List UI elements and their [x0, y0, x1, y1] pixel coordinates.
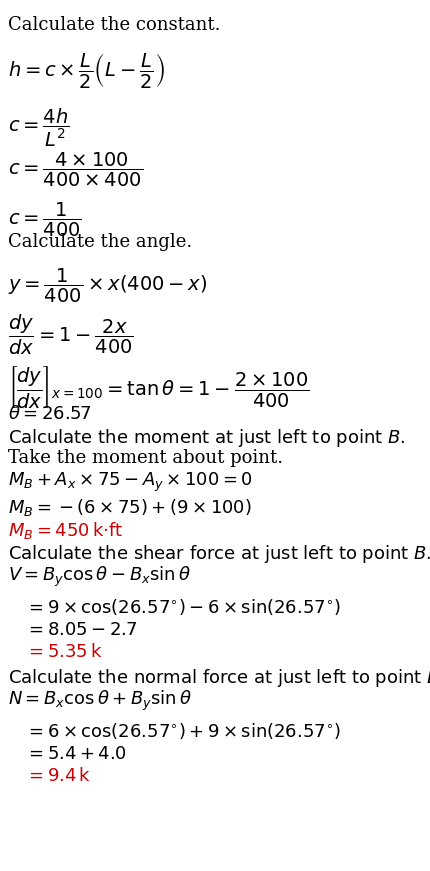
Text: $= 8.05 - 2.7$: $= 8.05 - 2.7$ [25, 621, 137, 639]
Text: $c = \dfrac{4 \times 100}{400 \times 400}$: $c = \dfrac{4 \times 100}{400 \times 400… [8, 151, 143, 189]
Text: $c = \dfrac{4h}{L^2}$: $c = \dfrac{4h}{L^2}$ [8, 106, 69, 149]
Text: Calculate the angle.: Calculate the angle. [8, 233, 192, 251]
Text: $\left[\dfrac{dy}{dx}\right]_{x=100} = \tan\theta = 1 - \dfrac{2 \times 100}{400: $\left[\dfrac{dy}{dx}\right]_{x=100} = \… [8, 364, 310, 410]
Text: $h = c \times \dfrac{L}{2}\left(L - \dfrac{L}{2}\right)$: $h = c \times \dfrac{L}{2}\left(L - \dfr… [8, 51, 165, 90]
Text: $c = \dfrac{1}{400}$: $c = \dfrac{1}{400}$ [8, 201, 82, 239]
Text: Calculate the normal force at just left to point $B$.: Calculate the normal force at just left … [8, 667, 430, 689]
Text: Calculate the moment at just left to point $B$.: Calculate the moment at just left to poi… [8, 427, 405, 449]
Text: $M_B = 450\,\mathrm{k{\cdot}ft}$: $M_B = 450\,\mathrm{k{\cdot}ft}$ [8, 520, 123, 541]
Text: $= 5.4 + 4.0$: $= 5.4 + 4.0$ [25, 745, 127, 763]
Text: $y = \dfrac{1}{400} \times x(400 - x)$: $y = \dfrac{1}{400} \times x(400 - x)$ [8, 267, 207, 305]
Text: $\dfrac{dy}{dx} = 1 - \dfrac{2x}{400}$: $\dfrac{dy}{dx} = 1 - \dfrac{2x}{400}$ [8, 313, 134, 357]
Text: $N = B_x\cos\theta + B_y\sin\theta$: $N = B_x\cos\theta + B_y\sin\theta$ [8, 689, 192, 713]
Text: $= 9 \times \cos(26.57^{\circ}) - 6 \times \sin(26.57^{\circ})$: $= 9 \times \cos(26.57^{\circ}) - 6 \tim… [25, 597, 341, 617]
Text: $= 6 \times \cos(26.57^{\circ}) + 9 \times \sin(26.57^{\circ})$: $= 6 \times \cos(26.57^{\circ}) + 9 \tim… [25, 721, 341, 741]
Text: $M_B = -(6 \times 75) + (9 \times 100)$: $M_B = -(6 \times 75) + (9 \times 100)$ [8, 497, 252, 518]
Text: $= 5.35\,\mathrm{k}$: $= 5.35\,\mathrm{k}$ [25, 643, 102, 661]
Text: $\theta = 26.57$: $\theta = 26.57$ [8, 405, 92, 423]
Text: $V = B_y\cos\theta - B_x\sin\theta$: $V = B_y\cos\theta - B_x\sin\theta$ [8, 565, 191, 589]
Text: Take the moment about point.: Take the moment about point. [8, 449, 283, 467]
Text: Calculate the constant.: Calculate the constant. [8, 16, 221, 34]
Text: $M_B + A_x \times 75 - A_y \times 100 = 0$: $M_B + A_x \times 75 - A_y \times 100 = … [8, 471, 253, 494]
Text: $= 9.4\,\mathrm{k}$: $= 9.4\,\mathrm{k}$ [25, 767, 91, 785]
Text: Calculate the shear force at just left to point $B$.: Calculate the shear force at just left t… [8, 543, 430, 565]
